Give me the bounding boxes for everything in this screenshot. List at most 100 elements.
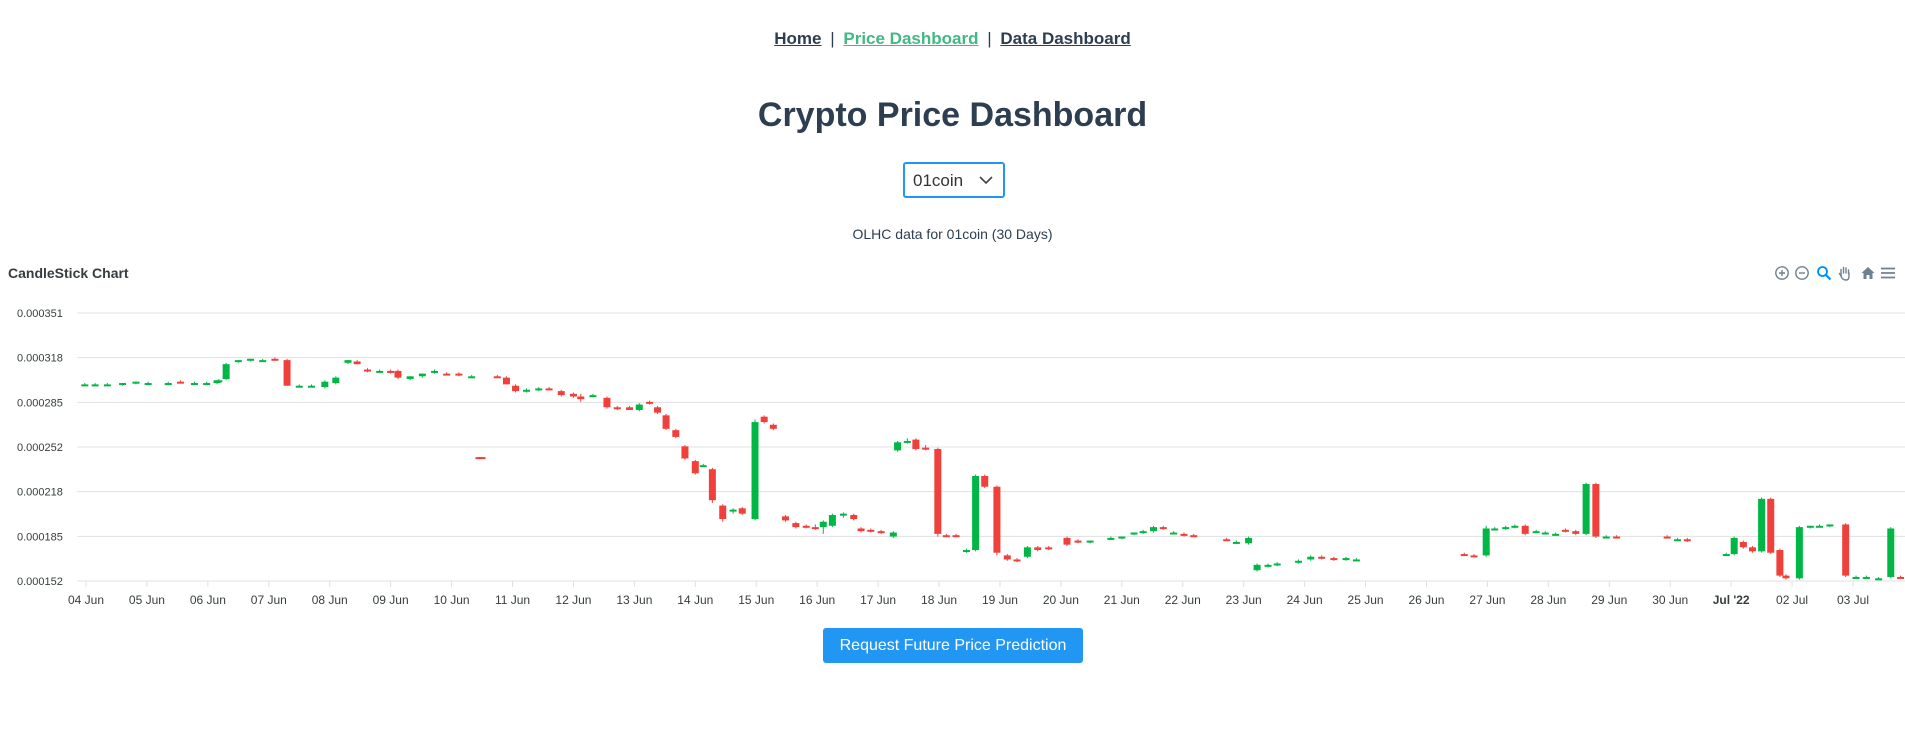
candle-body (307, 385, 315, 388)
candle (962, 548, 970, 553)
candle (691, 459, 699, 475)
candle (259, 358, 267, 363)
candle-body (1613, 536, 1621, 539)
candle-body (681, 446, 689, 459)
candle-body (1862, 576, 1870, 579)
candle-body (942, 535, 950, 538)
candle (493, 374, 501, 379)
chart-title: CandleStick Chart (8, 265, 129, 281)
candle (792, 521, 800, 529)
candle-body (1245, 537, 1253, 544)
candle (603, 396, 611, 409)
candle-body (418, 373, 426, 377)
nav-link-home[interactable]: Home (774, 29, 822, 48)
candle-body (394, 370, 402, 378)
candle-body (81, 384, 89, 387)
x-tick-label: 05 Jun (129, 593, 165, 607)
zoom-in-icon[interactable] (1772, 263, 1792, 283)
candle-body (1842, 524, 1850, 576)
candle (1887, 527, 1895, 579)
candle (1592, 482, 1600, 538)
candle (332, 376, 340, 385)
candle-body (672, 430, 680, 437)
candle (613, 405, 621, 410)
candle (1107, 536, 1115, 540)
candle-body (708, 469, 716, 501)
x-tick-label: 02 Jul (1776, 593, 1808, 607)
candle (894, 440, 902, 452)
candle-body (1307, 556, 1315, 560)
reset-home-icon[interactable] (1858, 263, 1878, 283)
candle-body (889, 532, 897, 537)
candle-body (646, 401, 654, 404)
candle-body (1592, 484, 1600, 537)
candle-body (545, 388, 553, 391)
candle-body (1722, 554, 1730, 557)
candle-body (1003, 555, 1011, 560)
x-tick-label: 06 Jun (190, 593, 226, 607)
candle-body (1758, 498, 1766, 552)
candle (203, 381, 211, 386)
coin-select[interactable]: 01coin (903, 162, 1005, 198)
candle-body (1273, 563, 1281, 566)
x-tick-label: 24 Jun (1287, 593, 1323, 607)
zoom-out-icon[interactable] (1792, 263, 1812, 283)
candle-body (635, 404, 643, 410)
candle (738, 506, 746, 516)
candle-body (1045, 547, 1053, 550)
candle-body (952, 535, 960, 538)
candle (190, 381, 198, 386)
candle-body (962, 550, 970, 553)
candle-body (557, 391, 565, 396)
x-tick-label: 23 Jun (1226, 593, 1262, 607)
candle-body (1253, 564, 1261, 571)
candle (1722, 552, 1730, 557)
candle-body (164, 383, 172, 386)
candle-body (1118, 536, 1126, 539)
candle-body (1887, 528, 1895, 577)
menu-icon[interactable] (1878, 263, 1898, 283)
candle-body (1748, 547, 1756, 552)
candle-body (295, 385, 303, 388)
candle (307, 384, 315, 388)
x-tick-label: 22 Jun (1165, 593, 1201, 607)
x-tick-label: 19 Jun (982, 593, 1018, 607)
candle (577, 393, 585, 402)
candle (222, 362, 230, 381)
x-tick-label: 11 Jun (495, 593, 530, 607)
candle (654, 405, 662, 415)
candle (589, 393, 597, 398)
candle-body (1806, 525, 1814, 528)
request-prediction-button[interactable]: Request Future Price Prediction (823, 628, 1083, 663)
candle (819, 520, 827, 534)
candle (512, 384, 520, 393)
pan-hand-icon[interactable] (1835, 263, 1855, 283)
page-title: Crypto Price Dashboard (757, 96, 1148, 134)
candle (1875, 576, 1883, 581)
x-tick-label: 15 Jun (738, 593, 774, 607)
candle (344, 360, 352, 365)
candle (1295, 559, 1303, 564)
candle (1139, 529, 1147, 534)
candle-body (234, 360, 242, 363)
nav-link-price-dashboard[interactable]: Price Dashboard (843, 29, 979, 48)
zoom-select-icon[interactable] (1814, 263, 1834, 283)
candle-body (406, 376, 414, 379)
candle (1170, 531, 1178, 535)
candle (1150, 525, 1158, 533)
candle (1795, 525, 1803, 580)
candle-body (569, 393, 577, 397)
candle (1674, 537, 1682, 542)
nav-link-data-dashboard[interactable]: Data Dashboard (1000, 29, 1131, 48)
candle (502, 376, 510, 385)
candle (802, 524, 810, 529)
candle (295, 384, 303, 388)
candle (523, 388, 531, 393)
candle (569, 392, 577, 398)
candle-body (1532, 531, 1540, 534)
x-tick-label: 03 Jul (1837, 593, 1869, 607)
candle-body (1013, 559, 1021, 562)
candle-body (877, 531, 885, 534)
y-tick-label: 0.000152 (17, 576, 63, 588)
candle-body (1521, 525, 1529, 534)
